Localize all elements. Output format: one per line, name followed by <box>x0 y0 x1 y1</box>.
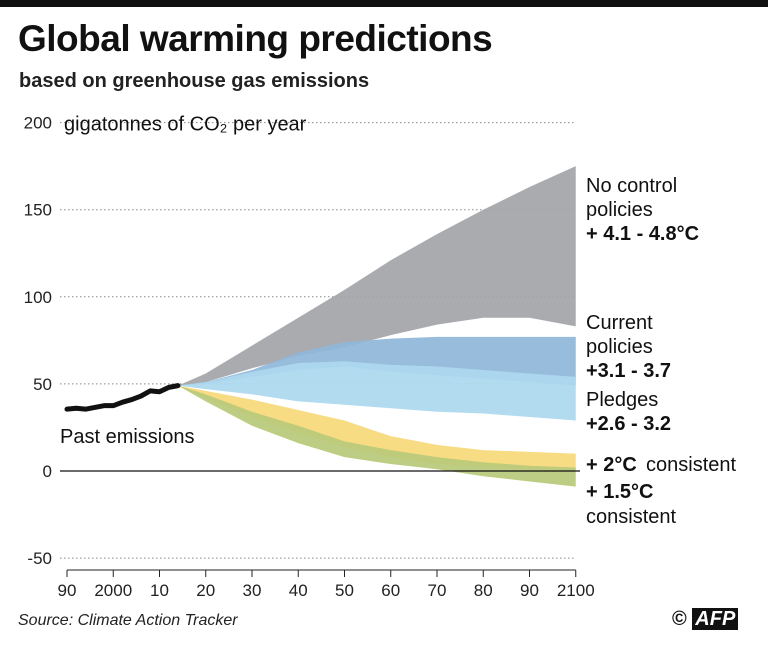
afp-credit: © AFP <box>672 608 739 631</box>
label-no-control-range: + 4.1 - 4.8°C <box>586 223 699 245</box>
y-axis-label: gigatonnes of CO₂ per year <box>64 114 307 136</box>
label-2c-range: + 2°C <box>586 454 637 476</box>
x-tick-label: 40 <box>289 581 308 600</box>
label-pledges: Pledges <box>586 389 658 411</box>
x-tick-label: 70 <box>428 581 447 600</box>
y-tick-label: 50 <box>33 375 52 394</box>
x-tick-label: 80 <box>474 581 493 600</box>
band-pledges <box>178 361 576 421</box>
band-no-control-policies <box>178 166 576 386</box>
x-tick-label: 20 <box>196 581 215 600</box>
top-bar <box>0 0 768 7</box>
past-emissions-line <box>64 383 181 412</box>
label-2c-suffix: consistent <box>646 454 736 476</box>
y-tick-label: -50 <box>27 549 52 568</box>
label-no-control-1: No control <box>586 175 677 197</box>
x-tick-label: 60 <box>381 581 400 600</box>
band--2-c-consistent <box>178 385 576 470</box>
y-tick-label: 100 <box>24 288 52 307</box>
source-note: Source: Climate Action Tracker <box>18 612 238 629</box>
label-15c-suffix: consistent <box>586 506 676 528</box>
band--1-5-c-consistent <box>178 385 576 487</box>
x-tick-label: 90 <box>58 581 77 600</box>
label-pledges-range: +2.6 - 3.2 <box>586 413 671 435</box>
y-tick-label: 0 <box>43 462 52 481</box>
chart-title: Global warming predictions <box>18 18 493 59</box>
x-tick-label: 2000 <box>94 581 132 600</box>
x-tick-label: 50 <box>335 581 354 600</box>
y-tick-label: 200 <box>24 114 52 133</box>
afp-logo: AFP <box>692 608 739 630</box>
chart-subtitle: based on greenhouse gas emissions <box>19 70 370 92</box>
label-current-range: +3.1 - 3.7 <box>586 360 671 382</box>
label-current-2: policies <box>586 336 653 358</box>
past-emissions-label: Past emissions <box>60 426 195 448</box>
label-no-control-2: policies <box>586 199 653 221</box>
label-15c-range: + 1.5°C <box>586 481 653 503</box>
x-tick-label: 30 <box>243 581 262 600</box>
x-tick-label: 2100 <box>557 581 595 600</box>
x-tick-label: 10 <box>150 581 169 600</box>
y-tick-label: 150 <box>24 201 52 220</box>
x-tick-label: 90 <box>520 581 539 600</box>
label-current-1: Current <box>586 312 653 334</box>
